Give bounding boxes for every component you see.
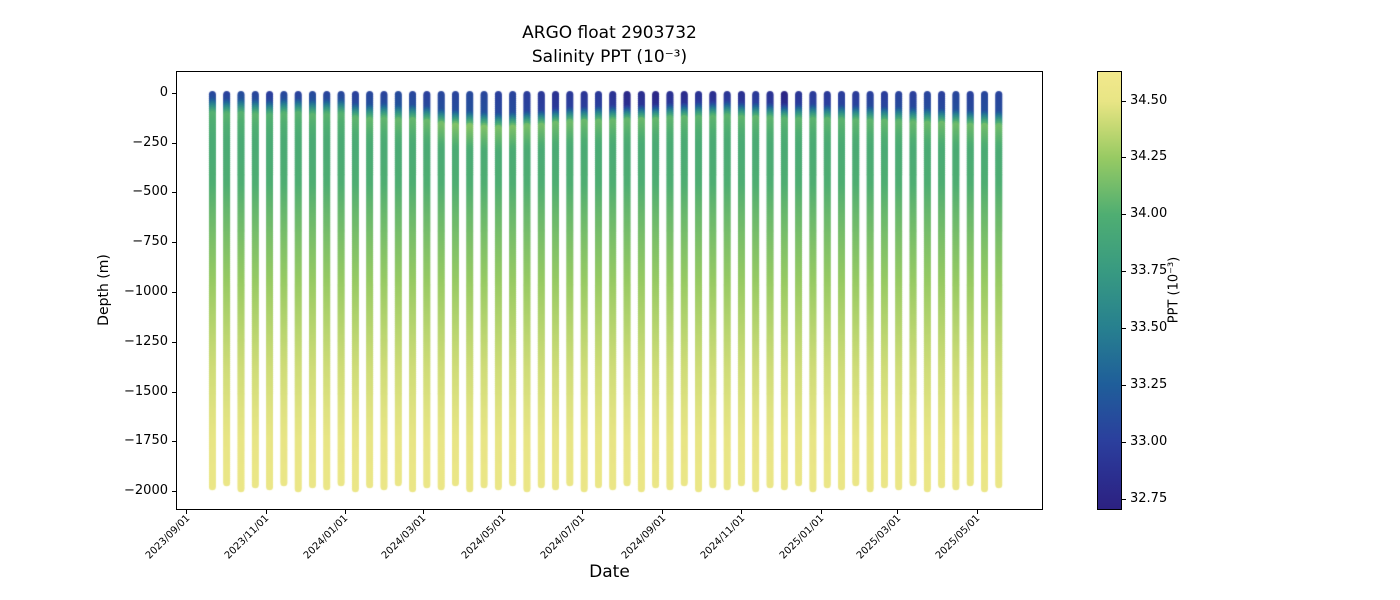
x-tick-mark — [820, 510, 822, 514]
x-tick-mark — [344, 510, 346, 514]
y-tick-label: −2000 — [124, 483, 168, 499]
colorbar-label: PPT (10⁻³) — [1166, 256, 1182, 324]
x-tick-mark — [897, 510, 899, 514]
colorbar-tick-label: 33.25 — [1130, 376, 1168, 392]
y-tick-mark — [172, 92, 176, 94]
colorbar-tick-mark — [1122, 498, 1126, 500]
colorbar-tick-mark — [1122, 271, 1126, 273]
plot-area — [176, 71, 1043, 510]
x-tick-mark — [741, 510, 743, 514]
colorbar-tick-label: 34.00 — [1130, 206, 1168, 222]
y-tick-mark — [172, 391, 176, 393]
colorbar — [1097, 71, 1122, 510]
x-tick-mark — [581, 510, 583, 514]
y-tick-mark — [172, 142, 176, 144]
colorbar-tick-mark — [1122, 384, 1126, 386]
colorbar-tick-label: 32.75 — [1130, 490, 1168, 506]
chart-subtitle: Salinity PPT (10⁻³) — [531, 47, 688, 67]
x-axis-label: Date — [589, 562, 630, 582]
y-tick-label: −250 — [132, 134, 168, 150]
colorbar-tick-mark — [1122, 157, 1126, 159]
colorbar-tick-mark — [1122, 328, 1126, 330]
x-tick-mark — [422, 510, 424, 514]
colorbar-tick-label: 34.25 — [1130, 149, 1168, 165]
y-tick-label: −1750 — [124, 433, 168, 449]
x-tick-mark — [662, 510, 664, 514]
colorbar-tick-mark — [1122, 214, 1126, 216]
colorbar-tick-label: 34.50 — [1130, 92, 1168, 108]
y-tick-label: −500 — [132, 184, 168, 200]
colorbar-tick-label: 33.00 — [1130, 433, 1168, 449]
y-tick-mark — [172, 242, 176, 244]
y-tick-mark — [172, 192, 176, 194]
colorbar-tick-mark — [1122, 441, 1126, 443]
colorbar-tick-label: 33.75 — [1130, 263, 1168, 279]
y-tick-label: −750 — [132, 234, 168, 250]
y-tick-label: 0 — [159, 84, 168, 100]
y-axis-label: Depth (m) — [96, 254, 112, 326]
x-tick-mark — [502, 510, 504, 514]
y-tick-mark — [172, 341, 176, 343]
y-tick-mark — [172, 291, 176, 293]
y-tick-mark — [172, 491, 176, 493]
x-tick-mark — [186, 510, 188, 514]
y-tick-mark — [172, 441, 176, 443]
chart-title: ARGO float 2903732 — [522, 23, 697, 43]
y-tick-label: −1000 — [124, 283, 168, 299]
y-tick-label: −1500 — [124, 383, 168, 399]
y-tick-label: −1250 — [124, 333, 168, 349]
colorbar-tick-mark — [1122, 100, 1126, 102]
x-tick-mark — [265, 510, 267, 514]
colorbar-tick-label: 33.50 — [1130, 320, 1168, 336]
x-tick-mark — [976, 510, 978, 514]
